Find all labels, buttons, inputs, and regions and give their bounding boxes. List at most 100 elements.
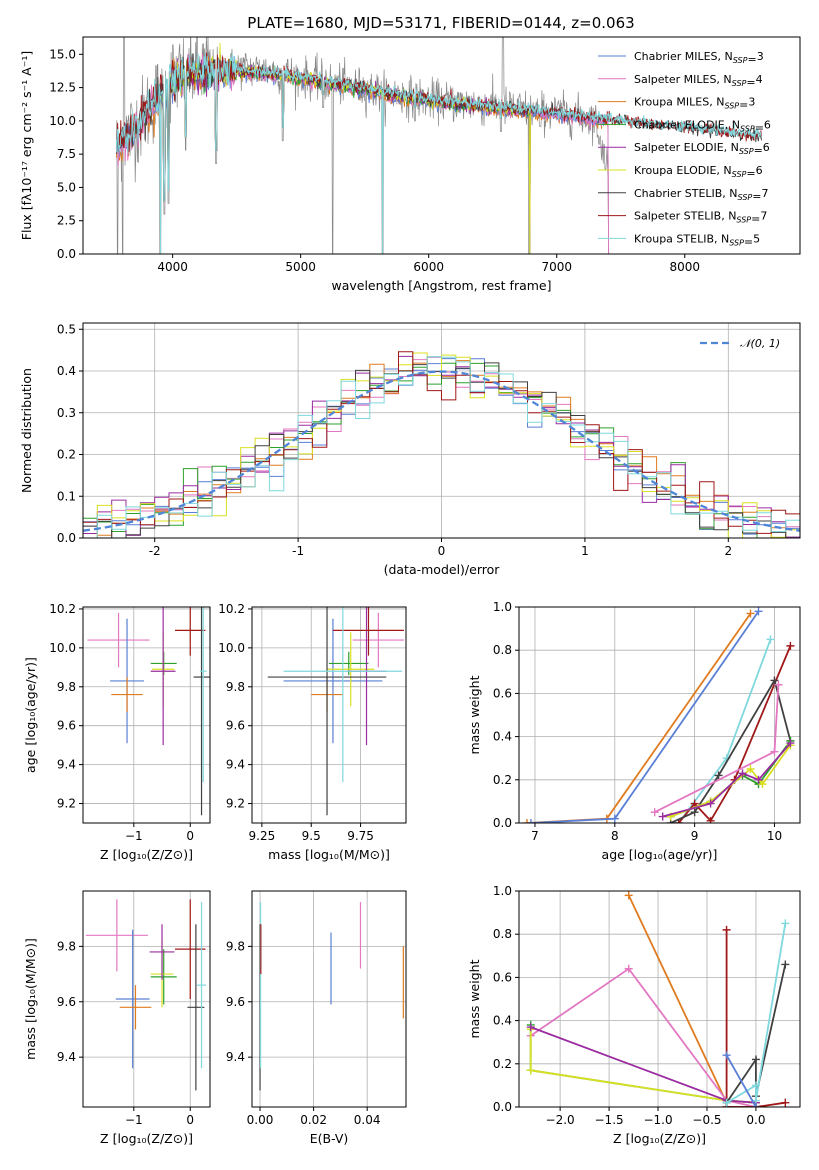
legend-eq: = [747,53,756,66]
ebv_mass-xlabel: E(B-V) [310,1131,349,1146]
weight-marker-salpeter_elodie [754,775,763,784]
legend-count: 6 [764,118,771,131]
legend-count: 4 [756,73,763,86]
errorbar-point-kroupa_miles [119,985,152,1030]
weight-marker-salpeter_stelib [786,641,795,650]
errorbar-point-chabrier_stelib [193,607,210,816]
residuals-ytick-label: 0.5 [57,322,76,336]
legend-eq: = [746,167,755,180]
legend-label: Salpeter MILES, N [634,73,732,86]
age_weight-xtick-label: 9 [691,829,699,843]
legend-subscript: SSP [739,147,754,156]
spectrum-xlabel: wavelength [Angstrom, rest frame] [331,278,551,293]
z_age-xlabel: Z [log₁₀(Z/Z⊙)] [100,847,193,862]
residuals-panel: -2 -1 0 1 2 0.0 0.1 0.2 0.3 0.4 0.5 (data-model)/er… [19,322,801,577]
ebv_mass-panel: 0.00 0.02 0.04 9.4 9.6 9.8 E(B-V) [226,890,407,1146]
z_weight-xtick-label: −1.5 [595,1113,624,1127]
mass_age-xtick-label: 9.75 [347,829,374,843]
weight-marker-kroupa_stelib [751,1081,760,1090]
ebv_mass-xtick-label: 0.00 [247,1113,274,1127]
legend-count: 7 [761,187,768,200]
residuals-xtick-label: 0 [438,544,446,558]
ebv_mass-xtick-label: 0.02 [300,1113,327,1127]
legend-eq: = [752,190,761,203]
errorbar-point-salpeter_elodie [150,607,176,746]
spectrum-xtick-label: 7000 [541,260,572,274]
z_mass-frame [82,890,211,1108]
mass_age-panel: 9.25 9.5 9.75 9.2 9.4 9.6 9.8 10.0 10.2 mass [log… [218,602,407,862]
weight-line-chabrier_miles [725,1054,757,1107]
legend-count: 3 [757,50,764,63]
z_age-ytick-label: 9.2 [57,797,76,811]
legend-entry-chabrier_stelib: Chabrier STELIB, NSSP=7 [634,187,768,203]
legend-entry-kroupa_elodie: Kroupa ELODIE, NSSP=6 [634,164,763,180]
legend-count: 6 [756,164,763,177]
z_weight-xtick-label: −1.0 [643,1113,672,1127]
residuals-xtick-label: 1 [581,544,589,558]
z_age-frame [82,606,211,824]
legend-subscript: SSP [736,216,751,225]
spectrum-ytick-label: 5.0 [57,180,76,194]
legend-eq: = [751,213,760,226]
age_weight-ytick-label: 0.2 [493,773,512,787]
weight-marker-salpeter_miles [624,964,633,973]
age_weight-xlabel: age [log₁₀(age/yr)] [602,847,718,862]
weight-marker-kroupa_stelib [766,635,775,644]
errorbar-point-kroupa_miles [111,677,143,713]
legend-eq: = [739,99,748,112]
observed-spectrum [115,37,609,254]
residuals-xtick-label: -1 [292,544,304,558]
weight-marker-salpeter_stelib [690,799,699,808]
ebv_mass-plot-area [259,902,404,1091]
weight-marker-chabrier_stelib [781,960,790,969]
weight-marker-kroupa_stelib [781,919,790,928]
legend-subscript: SSP [724,102,739,111]
spectrum-xtick-label: 5000 [285,260,316,274]
z_weight-panel: −2.0 −1.5 −1.0 −0.5 0.0 0.0 0.2 0.4 0.6 0.8 1.0 Z [… [467,884,801,1146]
weight-marker-salpeter_elodie [786,739,795,748]
legend-subscript: SSP [738,193,753,202]
legend-entry-kroupa_miles: Kroupa MILES, NSSP=3 [634,96,755,112]
weight-line-kroupa_stelib [726,923,787,1104]
residuals-xlabel: (data-model)/error [384,562,501,577]
age_weight-ytick-label: 0.6 [493,686,512,700]
spectrum-ytick-label: 12.5 [49,81,76,95]
mass_age-ytick-label: 9.6 [226,719,245,733]
errorbar-point-salpeter_miles [87,612,150,668]
residuals-ytick-label: 0.2 [57,448,76,462]
legend-entry-chabrier_miles: Chabrier MILES, NSSP=3 [634,50,764,66]
age_weight-xtick-label: 7 [531,829,539,843]
spectrum-ytick-label: 15.0 [49,47,76,61]
weight-marker-kroupa_miles [624,891,633,900]
legend-label: Kroupa ELODIE, N [634,164,732,177]
legend-eq: = [744,235,753,248]
residuals-xtick-label: -2 [149,544,161,558]
z_mass-ytick-label: 9.6 [57,995,76,1009]
weight-marker-salpeter_elodie [658,812,667,821]
mass_age-xtick-label: 9.25 [249,829,276,843]
mass_age-xtick-label: 9.5 [302,829,321,843]
z_age-ytick-label: 9.4 [57,758,76,772]
ebv_mass-frame [251,890,407,1108]
z_age-ylabel: age [log₁₀(age/yr)] [23,657,38,773]
z_age-xtick-label: −1 [125,829,143,843]
residuals-xtick-label: 2 [724,544,732,558]
weight-marker-salpeter_stelib [706,816,715,823]
z_mass-xtick-label: 0 [186,1113,194,1127]
spectrum-ytick-label: 7.5 [57,147,76,161]
weight-marker-chabrier_stelib [751,1055,760,1064]
weight-marker-salpeter_elodie [526,1023,535,1032]
errorbar-point-salpeter_elodie [149,924,175,980]
spectrum-plot-area [115,37,763,254]
weight-marker-chabrier_stelib [770,676,779,685]
weight-marker-salpeter_elodie [706,799,715,808]
legend-label: Salpeter ELODIE, N [634,141,739,154]
weight-marker-salpeter_stelib [781,1098,790,1107]
age_weight-ytick-label: 0.4 [493,730,512,744]
mass_age-ytick-label: 10.2 [218,602,245,616]
legend-eq: = [754,144,763,157]
age_weight-ytick-label: 1.0 [493,600,512,614]
residuals-ylabel: Normed distribution [19,368,34,493]
weight-marker-chabrier_miles [526,819,535,823]
residuals-plot-area [83,351,800,538]
